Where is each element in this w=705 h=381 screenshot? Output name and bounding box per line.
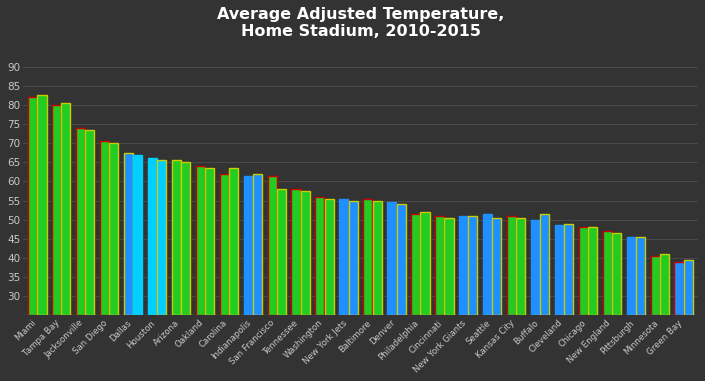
Bar: [468, 216, 477, 315]
Bar: [52, 105, 61, 315]
Bar: [28, 97, 37, 315]
Bar: [172, 160, 181, 315]
Bar: [420, 212, 429, 315]
Bar: [291, 189, 300, 315]
Bar: [411, 214, 420, 315]
Bar: [540, 214, 549, 315]
Bar: [627, 237, 636, 315]
Bar: [507, 216, 516, 315]
Bar: [660, 254, 669, 315]
Bar: [396, 204, 405, 315]
Bar: [100, 141, 109, 315]
Bar: [684, 260, 693, 315]
Bar: [267, 176, 276, 315]
Bar: [37, 95, 47, 315]
Bar: [636, 237, 645, 315]
Bar: [675, 262, 684, 315]
Bar: [301, 191, 310, 315]
Title: Average Adjusted Temperature,
Home Stadium, 2010-2015: Average Adjusted Temperature, Home Stadi…: [217, 7, 504, 39]
Bar: [531, 220, 540, 315]
Bar: [243, 176, 252, 315]
Bar: [196, 166, 204, 315]
Bar: [205, 168, 214, 315]
Bar: [133, 155, 142, 315]
Bar: [220, 174, 228, 315]
Bar: [315, 197, 324, 315]
Bar: [387, 202, 396, 315]
Bar: [325, 199, 334, 315]
Bar: [603, 231, 612, 315]
Bar: [579, 227, 588, 315]
Bar: [349, 200, 357, 315]
Bar: [61, 103, 70, 315]
Bar: [555, 226, 564, 315]
Bar: [148, 158, 157, 315]
Bar: [124, 153, 133, 315]
Bar: [253, 174, 262, 315]
Bar: [651, 256, 660, 315]
Bar: [363, 199, 372, 315]
Bar: [483, 214, 492, 315]
Bar: [492, 218, 501, 315]
Bar: [157, 160, 166, 315]
Bar: [435, 216, 444, 315]
Bar: [339, 199, 348, 315]
Bar: [564, 224, 573, 315]
Bar: [277, 189, 286, 315]
Bar: [76, 128, 85, 315]
Bar: [109, 143, 118, 315]
Bar: [181, 162, 190, 315]
Bar: [459, 216, 468, 315]
Bar: [85, 130, 94, 315]
Bar: [229, 168, 238, 315]
Bar: [612, 233, 621, 315]
Bar: [588, 227, 597, 315]
Bar: [444, 218, 453, 315]
Bar: [373, 200, 381, 315]
Bar: [516, 218, 525, 315]
